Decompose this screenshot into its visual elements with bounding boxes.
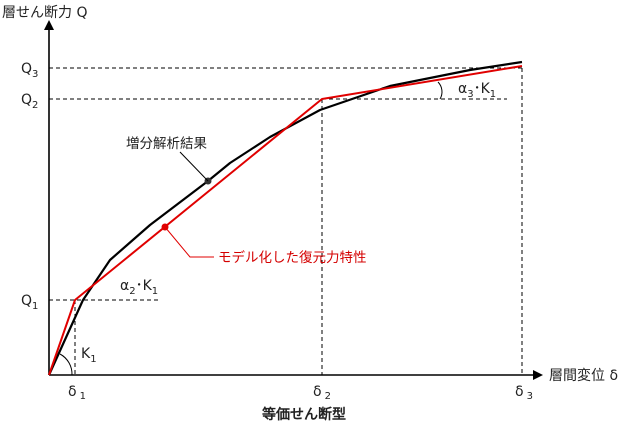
analysis-result-curve xyxy=(47,60,523,376)
diagram-caption: 等価せん断型 xyxy=(262,406,346,423)
x-axis-title: 層間変位 δ xyxy=(549,367,618,384)
alpha2-k1-label: α2･K1 xyxy=(120,278,158,297)
model-curve-leader xyxy=(164,226,214,258)
analysis-result-leader xyxy=(179,151,209,182)
analysis-result-label: 増分解析結果 xyxy=(126,136,207,152)
y-axis-title: 層せん断力 Q xyxy=(2,5,87,21)
alpha3-angle-arc xyxy=(437,81,443,100)
model-curve-label: モデル化した復元力特性 xyxy=(218,249,367,266)
k1-angle-arc xyxy=(59,353,73,376)
y-tick-q3: Q3 xyxy=(21,61,38,80)
guide-lines xyxy=(49,67,523,375)
y-tick-q2: Q2 xyxy=(21,92,38,111)
model-curve xyxy=(48,65,523,376)
alpha3-k1-label: α3･K1 xyxy=(458,81,496,100)
y-tick-q1: Q1 xyxy=(21,293,38,312)
k1-label: K1 xyxy=(81,346,97,365)
